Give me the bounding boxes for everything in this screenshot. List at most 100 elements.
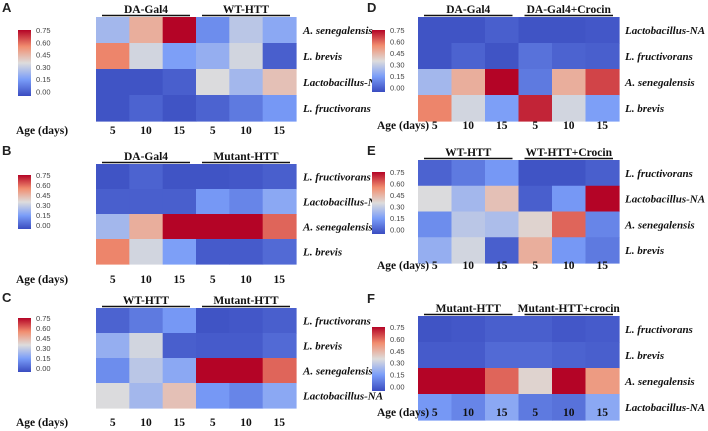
heatmap-cell [485,69,520,96]
group-label: DA-Gal4 [446,4,490,16]
column-tick-label: 15 [496,407,508,419]
colorbar-tick-label: 0.30 [390,61,405,70]
heatmap-cell [196,358,230,384]
heatmap-cell [129,43,164,70]
heatmap-cell [451,211,486,238]
heatmap-cell [262,333,297,359]
heatmap-cell [518,211,553,238]
x-axis-label: Age (days) [377,407,429,419]
group-label: DA-Gal4 [124,151,168,163]
heatmap-cell [229,164,264,190]
heatmap-cell [196,69,230,96]
colorbar-tick-label: 0.00 [390,226,405,235]
row-label: L. brevis [302,51,342,63]
colorbar-tick-label: 0.45 [390,49,405,58]
colorbar-tick-label: 0.45 [390,191,405,200]
heatmap-cell [229,69,264,96]
heatmap-cell [518,185,553,213]
heatmap-cell [418,237,453,264]
column-tick-label: 10 [240,274,252,286]
heatmap-cell [262,189,297,215]
column-tick-label: 5 [210,274,216,286]
heatmap-cell [585,185,620,213]
heatmap-cell [518,69,553,96]
heatmap-cell [129,17,164,44]
column-tick-label: 10 [463,407,475,419]
heatmap-cell [96,189,130,215]
row-label: Lactobacillus-NA [624,25,705,37]
colorbar-tick-label: 0.15 [390,371,405,380]
heatmap-cell [162,358,197,384]
colorbar-tick-label: 0.75 [390,26,405,35]
row-label: A. senegalensis [302,366,373,378]
heatmap-cell [129,164,164,190]
heatmap-cell [552,368,587,395]
colorbar-tick-label: 0.30 [390,203,405,212]
colorbar-tick-label: 0.15 [36,354,51,363]
heatmap-cell [485,342,520,369]
heatmap-cell [451,185,486,213]
heatmap-cell [196,17,230,44]
heatmap-cell [585,316,620,343]
heatmap-cell [262,358,297,384]
colorbar-tick-label: 0.45 [36,51,51,60]
colorbar-tick-label: 0.60 [390,335,405,344]
heatmap-cell [418,17,453,44]
column-tick-label: 10 [463,260,475,272]
colorbar-tick-label: 0.60 [36,181,51,190]
heatmap-cell [196,43,230,70]
heatmap-cell [196,333,230,359]
heatmap-cell [96,69,130,96]
heatmap-cell [262,164,297,190]
heatmap-cell [418,211,453,238]
column-tick-label: 15 [274,274,286,286]
heatmap-cell [552,316,587,343]
heatmap-cell [485,185,520,213]
heatmap-cell [196,95,230,122]
colorbar-tick-label: 0.75 [36,171,51,180]
heatmap-cell [552,185,587,213]
colorbar-tick-label: 0.75 [36,314,51,323]
panel-letter: A [2,0,12,15]
heatmap-cell [129,383,164,409]
heatmap-cell [162,164,197,190]
heatmap-cell [451,342,486,369]
heatmap-cell [451,43,486,70]
panel-letter: F [367,291,375,306]
heatmap-cell [485,211,520,238]
column-tick-label: 10 [140,125,152,137]
column-tick-label: 5 [432,120,438,132]
row-label: L. brevis [624,350,664,362]
heatmap-cell [518,160,553,187]
heatmap-cell [129,189,164,215]
heatmap-cell [552,342,587,369]
heatmap-cell [129,239,164,265]
column-tick-label: 15 [174,125,186,137]
group-label: WT-HTT [223,4,270,16]
heatmap-cell [585,211,620,238]
row-label: L. fructivorans [302,316,371,328]
heatmap-cell [262,383,297,409]
column-tick-label: 5 [110,417,116,429]
heatmap-cell [518,394,553,421]
heatmap-cell [162,333,197,359]
heatmap-cell [96,95,130,122]
group-label: Mutant-HTT [213,151,279,163]
heatmap-cell [196,189,230,215]
group-label: WT-HTT+Crocin [526,147,613,159]
heatmap-cell [518,316,553,343]
row-label: L. fructivorans [302,103,371,115]
heatmap-cell [485,394,520,421]
heatmap-cell [418,95,453,122]
column-tick-label: 5 [210,417,216,429]
column-tick-label: 10 [563,120,575,132]
colorbar [372,172,385,234]
heatmap-cell [552,160,587,187]
heatmap-cell [129,95,164,122]
colorbar-tick-label: 0.60 [390,180,405,189]
colorbar [372,327,385,391]
heatmap-cell [485,316,520,343]
colorbar-tick-label: 0.45 [390,347,405,356]
row-label: A. senegalensis [624,77,695,89]
heatmap-cell [451,237,486,264]
